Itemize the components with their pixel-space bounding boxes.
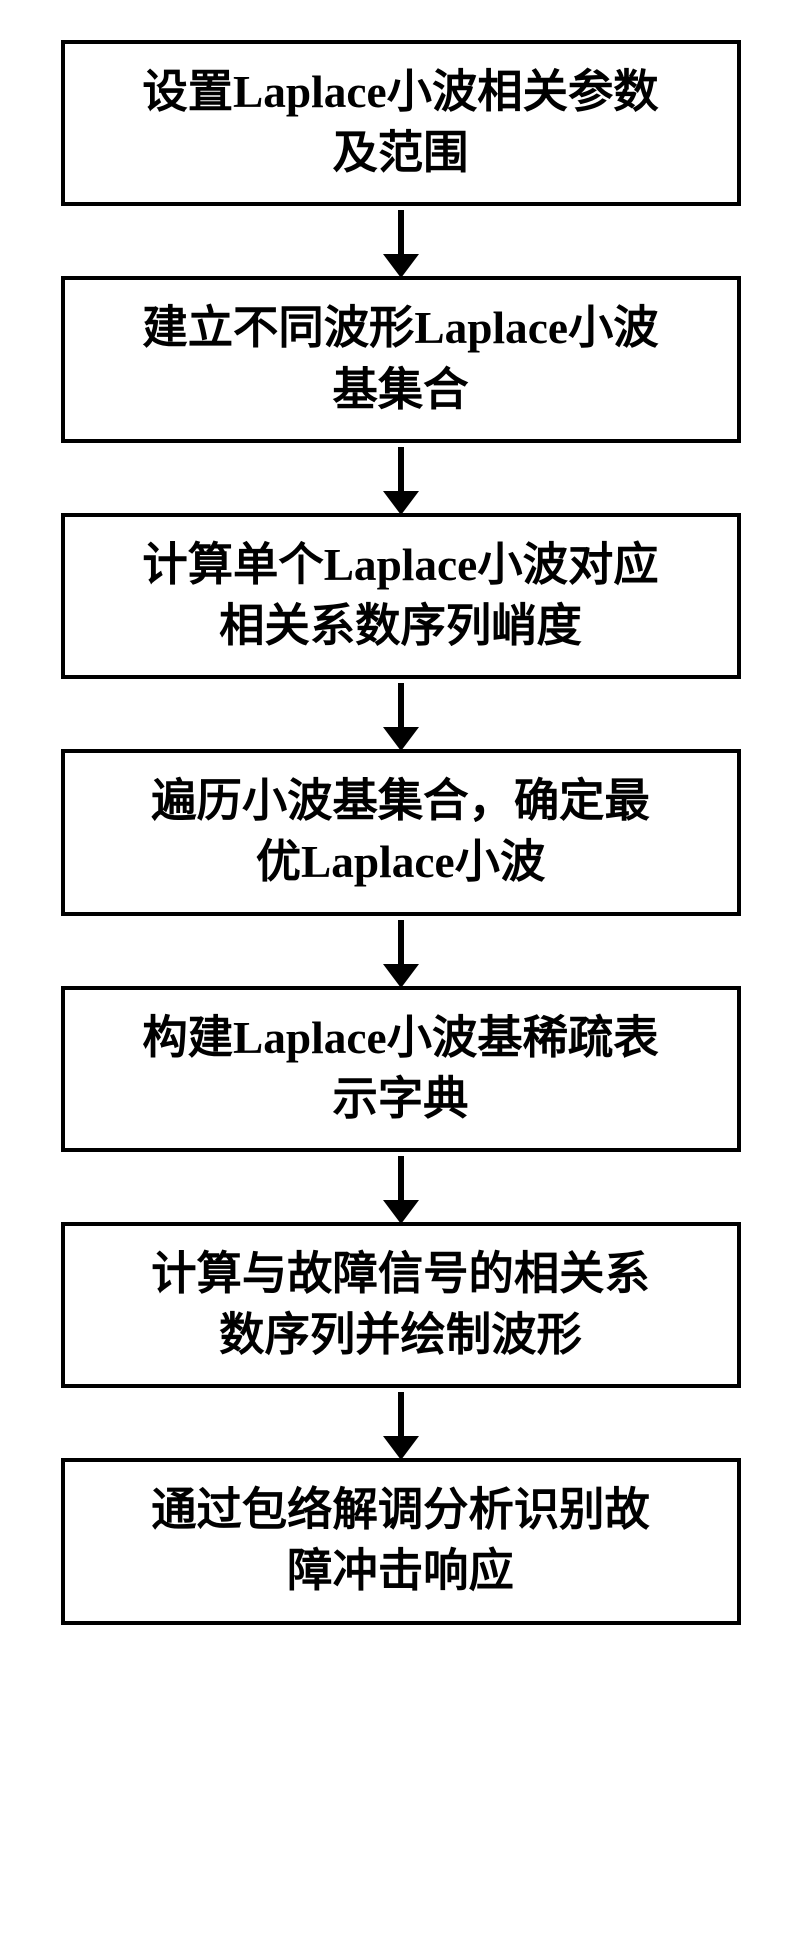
flow-arrow — [60, 916, 741, 986]
node-line: 及范围 — [85, 123, 717, 184]
node-line: 优Laplace小波 — [85, 832, 717, 893]
flow-arrow — [60, 1152, 741, 1222]
flow-node: 建立不同波形Laplace小波 基集合 — [61, 276, 741, 442]
node-line: 计算单个Laplace小波对应 — [85, 535, 717, 596]
flow-node: 通过包络解调分析识别故 障冲击响应 — [61, 1458, 741, 1624]
node-line: 基集合 — [85, 360, 717, 421]
node-line: 通过包络解调分析识别故 — [85, 1480, 717, 1541]
flow-node: 设置Laplace小波相关参数 及范围 — [61, 40, 741, 206]
node-line: 建立不同波形Laplace小波 — [85, 298, 717, 359]
node-line: 相关系数序列峭度 — [85, 596, 717, 657]
flow-arrow — [60, 206, 741, 276]
flow-node: 计算单个Laplace小波对应 相关系数序列峭度 — [61, 513, 741, 679]
node-line: 计算与故障信号的相关系 — [85, 1244, 717, 1305]
flow-arrow — [60, 1388, 741, 1458]
flow-node: 构建Laplace小波基稀疏表 示字典 — [61, 986, 741, 1152]
node-line: 障冲击响应 — [85, 1541, 717, 1602]
flow-node: 遍历小波基集合，确定最 优Laplace小波 — [61, 749, 741, 915]
flow-arrow — [60, 679, 741, 749]
node-line: 遍历小波基集合，确定最 — [85, 771, 717, 832]
flow-node: 计算与故障信号的相关系 数序列并绘制波形 — [61, 1222, 741, 1388]
flow-arrow — [60, 443, 741, 513]
node-line: 设置Laplace小波相关参数 — [85, 62, 717, 123]
flowchart-container: 设置Laplace小波相关参数 及范围 建立不同波形Laplace小波 基集合 … — [0, 0, 801, 1665]
node-line: 示字典 — [85, 1069, 717, 1130]
node-line: 数序列并绘制波形 — [85, 1305, 717, 1366]
node-line: 构建Laplace小波基稀疏表 — [85, 1008, 717, 1069]
